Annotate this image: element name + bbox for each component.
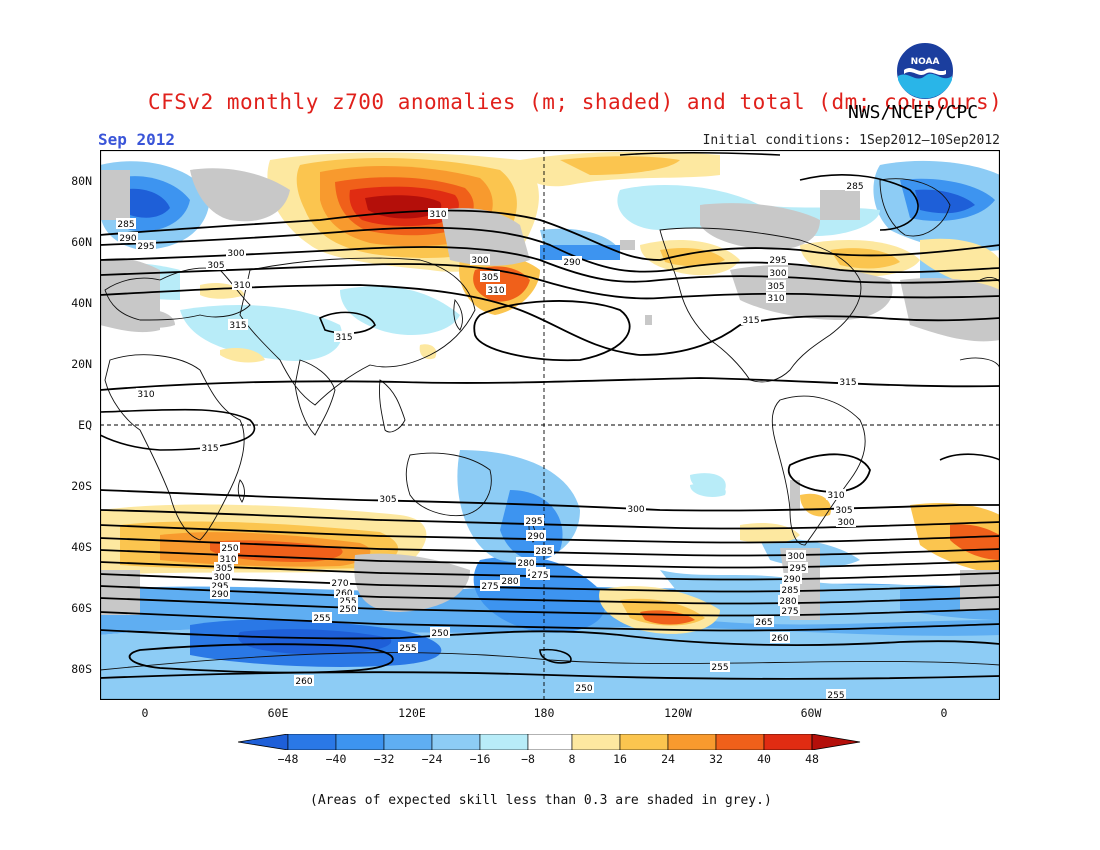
svg-text:290: 290 <box>119 234 136 244</box>
colorbar <box>238 734 861 750</box>
svg-text:310: 310 <box>487 286 504 296</box>
svg-text:295: 295 <box>789 564 806 574</box>
svg-text:275: 275 <box>781 607 798 617</box>
svg-text:285: 285 <box>846 182 863 192</box>
svg-text:300: 300 <box>627 505 644 515</box>
svg-text:300: 300 <box>227 249 244 259</box>
colorbar-label: −32 <box>373 752 395 766</box>
svg-text:250: 250 <box>431 629 448 639</box>
svg-text:315: 315 <box>229 321 246 331</box>
svg-text:315: 315 <box>839 378 856 388</box>
colorbar-label: 16 <box>613 752 627 766</box>
lat-label-40n: 40N <box>71 296 92 310</box>
skill-footnote: (Areas of expected skill less than 0.3 a… <box>310 793 772 808</box>
anomaly-map: 285 290 295 300 305 310 315 315 310 300 … <box>100 150 1000 700</box>
contour-labels: 285 290 295 300 305 310 315 315 310 300 … <box>116 180 865 700</box>
svg-text:255: 255 <box>339 597 356 607</box>
svg-text:315: 315 <box>335 333 352 343</box>
svg-text:305: 305 <box>215 564 232 574</box>
noaa-logo: NOAA <box>895 41 955 101</box>
lon-label-0: 0 <box>141 706 149 720</box>
svg-text:250: 250 <box>221 544 238 554</box>
svg-text:310: 310 <box>233 281 250 291</box>
lat-label-60s: 60S <box>71 601 92 615</box>
colorbar-label: 32 <box>709 752 723 766</box>
svg-text:285: 285 <box>781 586 798 596</box>
svg-text:300: 300 <box>471 256 488 266</box>
lon-label-180: 180 <box>533 706 555 720</box>
svg-text:285: 285 <box>535 547 552 557</box>
svg-text:260: 260 <box>335 589 352 599</box>
svg-text:255: 255 <box>313 614 330 624</box>
svg-text:290: 290 <box>211 590 228 600</box>
lon-label-60e: 60E <box>267 706 289 720</box>
svg-text:310: 310 <box>137 390 154 400</box>
svg-text:310: 310 <box>219 555 236 565</box>
svg-text:290: 290 <box>783 575 800 585</box>
svg-text:290: 290 <box>563 258 580 268</box>
lat-label-20s: 20S <box>71 479 92 493</box>
svg-text:305: 305 <box>835 506 852 516</box>
lat-label-80s: 80S <box>71 662 92 676</box>
svg-text:275: 275 <box>531 571 548 581</box>
svg-text:310: 310 <box>827 491 844 501</box>
svg-text:300: 300 <box>837 518 854 528</box>
lat-label-20n: 20N <box>71 357 92 371</box>
svg-text:280: 280 <box>779 597 796 607</box>
svg-text:300: 300 <box>787 552 804 562</box>
svg-text:250: 250 <box>575 684 592 694</box>
forecast-month: Sep 2012 <box>98 130 176 149</box>
svg-text:265: 265 <box>755 618 772 628</box>
svg-text:310: 310 <box>429 210 446 220</box>
svg-text:295: 295 <box>769 256 786 266</box>
colorbar-label: 40 <box>757 752 771 766</box>
svg-text:280: 280 <box>501 577 518 587</box>
colorbar-label: −48 <box>277 752 299 766</box>
svg-text:275: 275 <box>481 582 498 592</box>
svg-text:255: 255 <box>711 663 728 673</box>
svg-text:260: 260 <box>771 634 788 644</box>
map-frame <box>100 150 1000 700</box>
lat-label-60n: 60N <box>71 235 92 249</box>
colorbar-label: 48 <box>805 752 819 766</box>
map-title: CFSv2 monthly z700 anomalies (m; shaded)… <box>148 90 1003 114</box>
colorbar-label: 24 <box>661 752 675 766</box>
svg-text:270: 270 <box>331 579 348 589</box>
lon-label-0-east: 0 <box>940 706 948 720</box>
svg-text:310: 310 <box>767 294 784 304</box>
svg-text:315: 315 <box>201 444 218 454</box>
lon-label-120e: 120E <box>398 706 426 720</box>
svg-text:255: 255 <box>399 644 416 654</box>
svg-text:295: 295 <box>137 242 154 252</box>
svg-text:305: 305 <box>481 273 498 283</box>
colorbar-label: −24 <box>421 752 443 766</box>
agency-label: NWS/NCEP/CPC <box>848 102 979 123</box>
lat-label-40s: 40S <box>71 540 92 554</box>
svg-text:260: 260 <box>295 677 312 687</box>
svg-text:250: 250 <box>339 605 356 615</box>
lat-label-80n: 80N <box>71 174 92 188</box>
svg-text:280: 280 <box>517 559 534 569</box>
svg-text:315: 315 <box>742 316 759 326</box>
colorbar-label: −40 <box>325 752 347 766</box>
colorbar-label: −8 <box>521 752 535 766</box>
svg-text:305: 305 <box>207 261 224 271</box>
noaa-logo-text: NOAA <box>911 57 940 67</box>
svg-text:305: 305 <box>379 495 396 505</box>
lat-label-eq: EQ <box>78 418 92 432</box>
svg-text:300: 300 <box>769 269 786 279</box>
initial-conditions: Initial conditions: 1Sep2012–10Sep2012 <box>702 133 1000 148</box>
svg-text:255: 255 <box>827 691 844 700</box>
colorbar-label: −16 <box>469 752 491 766</box>
svg-text:295: 295 <box>525 517 542 527</box>
svg-text:305: 305 <box>767 282 784 292</box>
svg-text:290: 290 <box>527 532 544 542</box>
svg-text:285: 285 <box>117 220 134 230</box>
lon-label-120w: 120W <box>664 706 692 720</box>
svg-text:300: 300 <box>213 573 230 583</box>
svg-text:295: 295 <box>211 582 228 592</box>
lon-label-60w: 60W <box>800 706 822 720</box>
colorbar-label: 8 <box>568 752 576 766</box>
